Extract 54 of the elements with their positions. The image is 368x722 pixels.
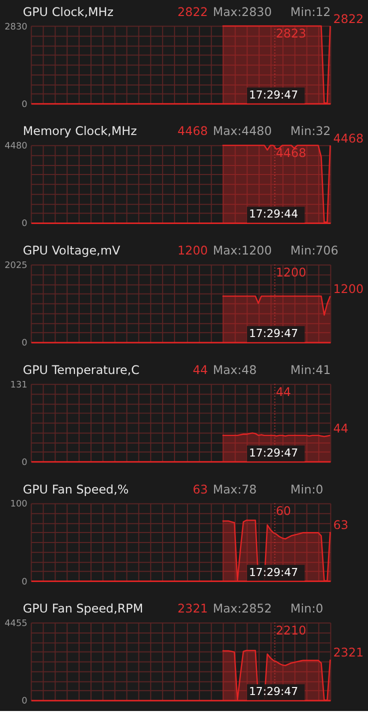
y-tick-label: 0 [22,338,28,349]
text: 1200 [333,282,364,296]
y-tick-label: 100 [10,500,28,510]
text: Max:48 [212,362,257,377]
chart-title: GPU Fan Speed,% [22,482,129,496]
text: 63 [333,518,348,532]
y-tick-label: 4480 [4,142,28,152]
annotation: 2823 [276,26,306,41]
annotation: 44 [276,384,291,399]
y-tick-label: 131 [10,380,28,390]
text: 1200 [178,244,208,258]
text: 63 [192,482,208,496]
text: Max:2852 [212,602,272,616]
chart-title: GPU Fan Speed,RPM [22,602,144,616]
y-tick-label: 0 [22,577,28,588]
text: 2321 [178,602,208,616]
text: Min:12 [290,4,331,19]
text: 44 [192,362,208,377]
text: Max:4480 [212,124,272,138]
text: 4468 [333,131,364,146]
text: Max:2830 [212,4,272,19]
chart-title: Memory Clock,MHz [22,124,137,138]
annotation: 4468 [276,146,306,160]
annotation: 1200 [276,265,306,280]
annotation: 17:29:47 [248,446,298,460]
annotation: 17:29:44 [248,208,298,221]
text: 2822 [333,12,364,26]
y-tick-label: 0 [22,696,28,707]
chart-title: GPU Voltage,mV [22,244,121,258]
y-tick-label: 0 [22,458,28,468]
y-tick-label: 2025 [4,260,28,271]
y-tick-label: 2830 [4,22,28,32]
annotation: 60 [276,504,291,518]
text: Min:0 [290,602,324,616]
text: Max:1200 [212,244,272,258]
annotation: 17:29:47 [248,685,298,698]
chart-title: GPU Temperature,C [22,362,140,377]
text: Min:32 [290,124,331,138]
text: Max:78 [212,482,257,496]
text: Min:706 [290,244,338,258]
text: 44 [333,421,348,436]
text: 4468 [178,124,208,138]
y-tick-label: 0 [22,100,28,110]
annotation: 17:29:47 [248,88,298,102]
y-tick-label: 0 [22,219,28,230]
annotation: 17:29:47 [248,566,298,579]
y-tick-label: 4455 [4,619,28,630]
text: 2822 [178,4,208,19]
text: 2321 [333,646,364,660]
text: Min:41 [290,362,331,377]
chart-title: GPU Clock,MHz [22,4,114,19]
text: Min:0 [290,482,324,496]
annotation: 2210 [276,623,306,638]
annotation: 17:29:47 [248,327,298,340]
